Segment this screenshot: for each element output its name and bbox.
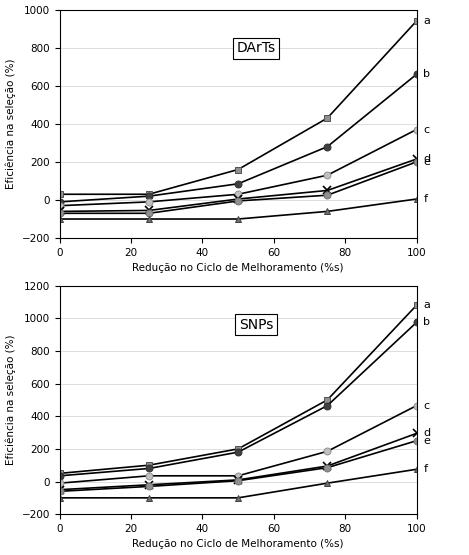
Text: b: b (424, 69, 431, 79)
Text: d: d (424, 154, 431, 164)
Text: f: f (424, 194, 427, 204)
Y-axis label: Eficiência na seleção (%): Eficiência na seleção (%) (6, 335, 16, 465)
X-axis label: Redução no Ciclo de Melhoramento (%s): Redução no Ciclo de Melhoramento (%s) (132, 539, 344, 549)
Text: DArTs: DArTs (236, 42, 275, 56)
Text: c: c (424, 401, 430, 411)
Text: e: e (424, 436, 431, 446)
Text: a: a (424, 300, 431, 310)
Text: SNPs: SNPs (239, 317, 273, 331)
Text: d: d (424, 428, 431, 438)
Text: e: e (424, 157, 431, 167)
Text: f: f (424, 465, 427, 475)
Text: c: c (424, 124, 430, 134)
X-axis label: Redução no Ciclo de Melhoramento (%s): Redução no Ciclo de Melhoramento (%s) (132, 263, 344, 273)
Text: b: b (424, 317, 431, 327)
Y-axis label: Eficiência na seleção (%): Eficiência na seleção (%) (6, 59, 16, 189)
Text: a: a (424, 16, 431, 26)
